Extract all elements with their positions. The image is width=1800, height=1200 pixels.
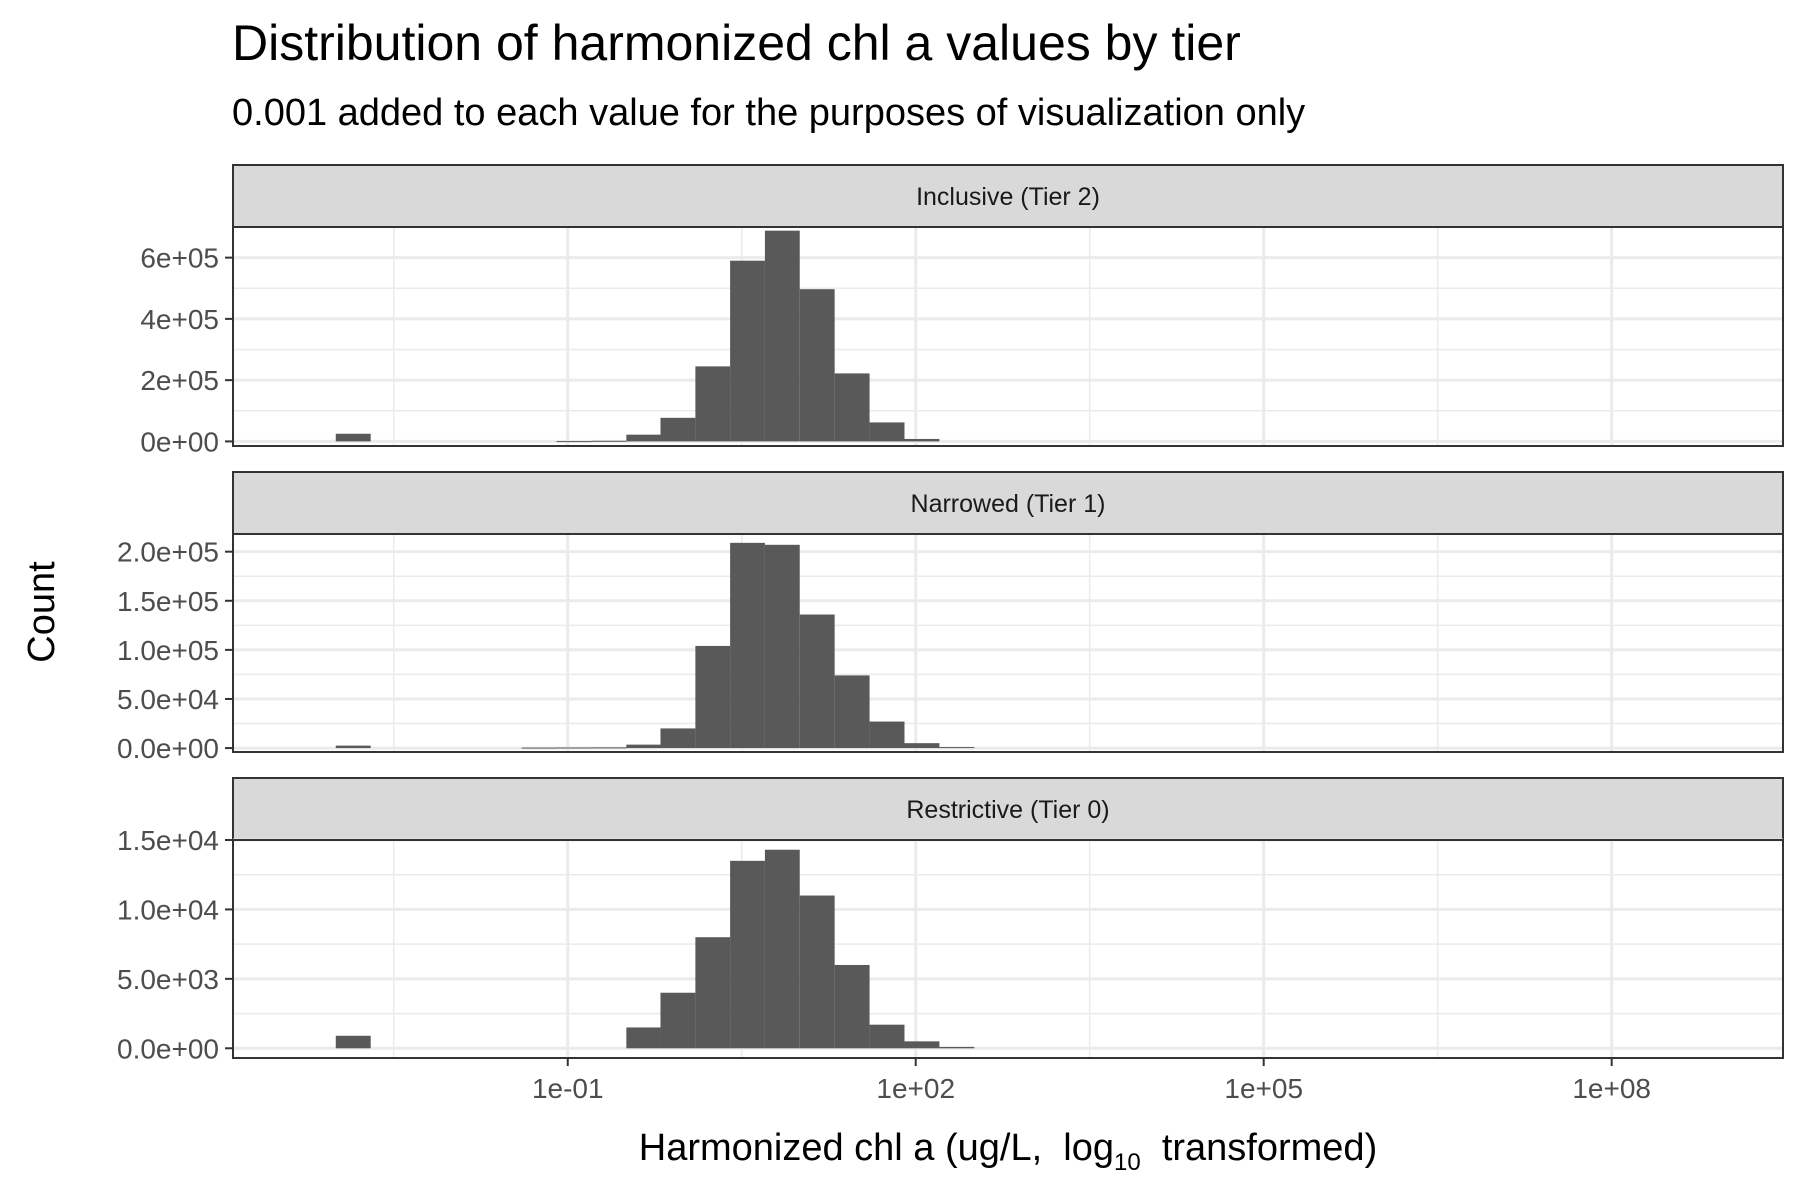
histogram-bar	[335, 745, 371, 749]
histogram-bar	[591, 747, 627, 749]
histogram-bar	[521, 747, 557, 749]
histogram-bar	[799, 614, 835, 749]
histogram-bar	[730, 860, 765, 1049]
panel-background	[233, 227, 1783, 446]
y-tick-label: 2e+05	[140, 365, 219, 396]
histogram-bar	[834, 964, 870, 1049]
histogram-bar	[869, 1024, 905, 1049]
histogram-bar	[939, 1046, 975, 1049]
histogram-bar	[869, 721, 905, 749]
y-tick-label: 1.0e+05	[117, 635, 219, 666]
y-tick-label: 0.0e+00	[117, 733, 219, 764]
histogram-bar	[764, 544, 800, 749]
histogram-bar	[556, 747, 592, 749]
histogram-bar	[626, 1027, 661, 1049]
y-tick-label: 1.5e+04	[117, 825, 219, 856]
y-tick-label: 1.5e+05	[117, 586, 219, 617]
panel-border	[232, 533, 1784, 753]
histogram-bar	[660, 728, 696, 749]
histogram-bar	[799, 289, 835, 442]
histogram-bar	[660, 992, 696, 1049]
histogram-bar	[626, 434, 661, 442]
x-axis-title: Harmonized chl a (ug/L, log10 transforme…	[639, 1127, 1377, 1176]
histogram-bar	[904, 1041, 940, 1049]
histogram-bar	[799, 895, 835, 1049]
facet-strip-label: Inclusive (Tier 2)	[916, 183, 1100, 211]
histogram-bar	[730, 260, 765, 442]
y-axis-title: Count	[21, 561, 63, 663]
histogram-bar	[335, 433, 371, 442]
chart-subtitle: 0.001 added to each value for the purpos…	[232, 92, 1306, 134]
y-tick-label: 0e+00	[140, 426, 219, 457]
histogram-bar	[869, 422, 905, 442]
histogram-bar	[834, 675, 870, 749]
histogram-bar	[904, 743, 940, 749]
panel-background	[233, 840, 1783, 1058]
histogram-bar	[695, 366, 731, 442]
x-tick-label: 1e+08	[1572, 1073, 1651, 1104]
histogram-bar	[764, 849, 800, 1049]
facet-panel-0: Inclusive (Tier 2) 0e+00 2e+05 4e+05 6e+05	[140, 164, 1784, 457]
y-tick-label: 1.0e+04	[117, 894, 219, 925]
facet-strip	[232, 777, 1784, 841]
x-tick-label: 1e+05	[1224, 1073, 1303, 1104]
facet-panel-1: Narrowed (Tier 1) 0.0e+00 5.0e+04 1.0e+05 1.…	[117, 471, 1784, 764]
histogram-bar	[695, 645, 731, 749]
y-tick-label: 4e+05	[140, 304, 219, 335]
histogram-bar	[335, 1035, 371, 1049]
histogram-bar	[904, 438, 940, 442]
histogram-bar	[591, 440, 627, 442]
y-tick-label: 5.0e+03	[117, 964, 219, 995]
chart-title: Distribution of harmonized chl a values …	[232, 15, 1241, 71]
facet-strip-label: Restrictive (Tier 0)	[906, 796, 1109, 824]
histogram-bar	[660, 417, 696, 442]
facet-strip	[232, 471, 1784, 535]
histogram-bar	[556, 441, 592, 443]
y-tick-label: 2.0e+05	[117, 537, 219, 568]
panel-border	[232, 226, 1784, 447]
y-tick-label: 0.0e+00	[117, 1033, 219, 1064]
histogram-bar	[730, 542, 765, 749]
histogram-bar	[626, 744, 661, 749]
histogram-bar	[939, 747, 975, 749]
histogram-bar	[695, 937, 731, 1049]
x-tick-label: 1e-01	[532, 1073, 604, 1104]
facet-strip-label: Narrowed (Tier 1)	[911, 490, 1106, 518]
y-tick-label: 5.0e+04	[117, 684, 219, 715]
facet-panel-2: Restrictive (Tier 0) 0.0e+00 5.0e+03 1.0e+0…	[117, 777, 1784, 1064]
panel-background	[233, 534, 1783, 752]
panel-border	[232, 839, 1784, 1059]
histogram-bar	[764, 230, 800, 442]
y-tick-label: 6e+05	[140, 243, 219, 274]
histogram-bar	[834, 373, 870, 442]
x-tick-label: 1e+02	[876, 1073, 955, 1104]
